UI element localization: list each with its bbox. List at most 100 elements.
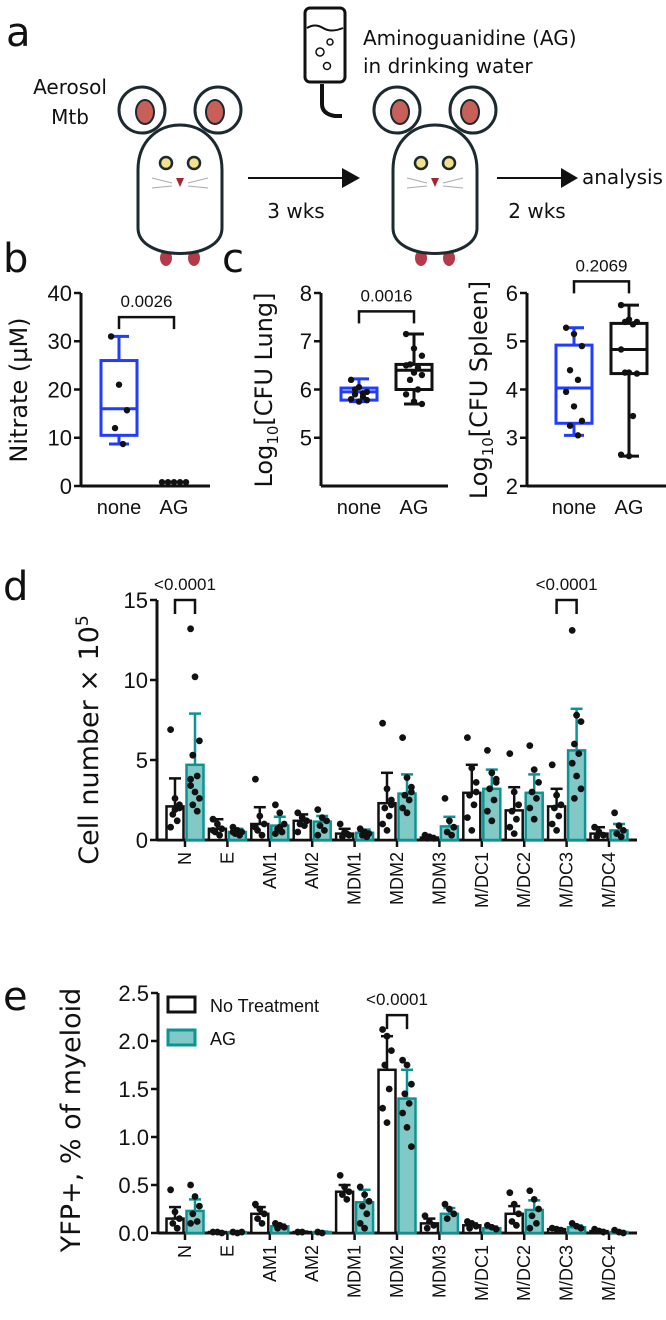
x-tick-label: MDM2 [387, 1245, 407, 1298]
data-point [356, 1220, 364, 1227]
data-point [258, 1220, 266, 1227]
data-point [314, 806, 322, 813]
data-point [617, 301, 625, 309]
x-tick-label: AG [160, 497, 189, 519]
data-point [468, 764, 476, 772]
x-tick-label: E [217, 1245, 237, 1257]
data-point [423, 835, 431, 842]
data-point [578, 417, 586, 425]
data-point [343, 1196, 351, 1203]
data-point [301, 822, 308, 829]
bar-no-treatment [462, 734, 482, 842]
x-tick-label: M/DC2 [514, 852, 534, 908]
data-point [570, 330, 578, 338]
data-point [472, 1222, 480, 1230]
data-point [260, 1210, 268, 1218]
data-point [441, 795, 449, 802]
data-point [408, 1143, 415, 1150]
data-point [115, 381, 123, 388]
bar-ag [270, 1220, 290, 1235]
data-point [388, 796, 395, 804]
data-point [355, 398, 363, 405]
bar-no-treatment [504, 1189, 524, 1235]
arrow-icon [248, 168, 360, 188]
data-point [488, 817, 496, 825]
panel-d-ylabel: Cell number × 105 [73, 615, 105, 864]
data-point [441, 1200, 449, 1208]
bar-no-treatment [504, 750, 524, 842]
x-tick-label: M/DC4 [599, 852, 619, 908]
data-point [535, 779, 542, 786]
data-point [339, 1191, 346, 1198]
data-point [187, 625, 195, 633]
data-point [408, 783, 415, 791]
data-point [318, 1229, 326, 1237]
data-point [399, 1056, 406, 1064]
data-point [553, 791, 560, 799]
bar-ag [397, 1056, 417, 1235]
treatment-label-line2: in drinking water [363, 54, 533, 78]
data-point [574, 376, 582, 384]
x-tick-label: AG [615, 497, 644, 519]
data-point [176, 478, 184, 486]
y-tick-label: 2 [506, 474, 518, 499]
bar-ag [354, 825, 375, 842]
data-point [410, 369, 418, 376]
bar-ag [482, 1221, 502, 1235]
data-point [351, 391, 359, 398]
bar-ag [185, 625, 205, 842]
bar-ag [397, 734, 417, 842]
data-point [528, 788, 536, 796]
data-point [383, 827, 391, 834]
data-point [617, 451, 625, 458]
box-AG [609, 301, 649, 460]
p-value-label: 0.2069 [576, 256, 628, 275]
data-point [252, 775, 259, 783]
panel-label-b: b [3, 236, 28, 282]
data-point [533, 795, 540, 802]
legend-label-no-treatment: No Treatment [210, 996, 319, 1016]
data-point [464, 734, 471, 741]
x-tick-label: M/DC3 [557, 1245, 577, 1301]
data-point [351, 386, 359, 393]
data-point [193, 1218, 201, 1225]
data-point [515, 801, 522, 809]
data-point [173, 1224, 181, 1232]
data-point [600, 831, 607, 839]
data-point [484, 747, 491, 754]
data-point [593, 833, 601, 841]
data-point [577, 1224, 585, 1232]
data-point [448, 831, 455, 839]
data-point [359, 1202, 366, 1210]
data-point [408, 1080, 415, 1088]
data-point [385, 812, 393, 820]
data-point [526, 1224, 534, 1232]
bar-ag [439, 795, 460, 842]
data-point [402, 330, 410, 338]
data-point [526, 742, 534, 749]
bar-ag [227, 1228, 248, 1237]
legend-label-ag: AG [210, 1029, 236, 1049]
bar-no-treatment [462, 1218, 482, 1235]
bar-ag [439, 1200, 460, 1235]
data-point [365, 1197, 373, 1205]
bar-ag [524, 1187, 544, 1235]
data-point [548, 820, 556, 828]
data-point [430, 1221, 438, 1229]
legend-swatch-no-treatment [166, 995, 197, 1014]
y-tick-label: 3 [506, 426, 518, 451]
data-point [164, 478, 172, 486]
x-tick-label: MDM1 [345, 1245, 365, 1298]
data-point [575, 750, 583, 757]
data-point [470, 801, 478, 809]
data-point [385, 1085, 393, 1093]
bar-no-treatment [546, 761, 567, 842]
data-point [535, 1205, 542, 1213]
panel-label-c: c [222, 236, 244, 282]
data-point [408, 788, 415, 796]
x-tick-label: AM2 [302, 1245, 322, 1282]
significance-bracket [117, 315, 176, 330]
data-point [111, 424, 119, 432]
data-point [381, 1061, 389, 1069]
